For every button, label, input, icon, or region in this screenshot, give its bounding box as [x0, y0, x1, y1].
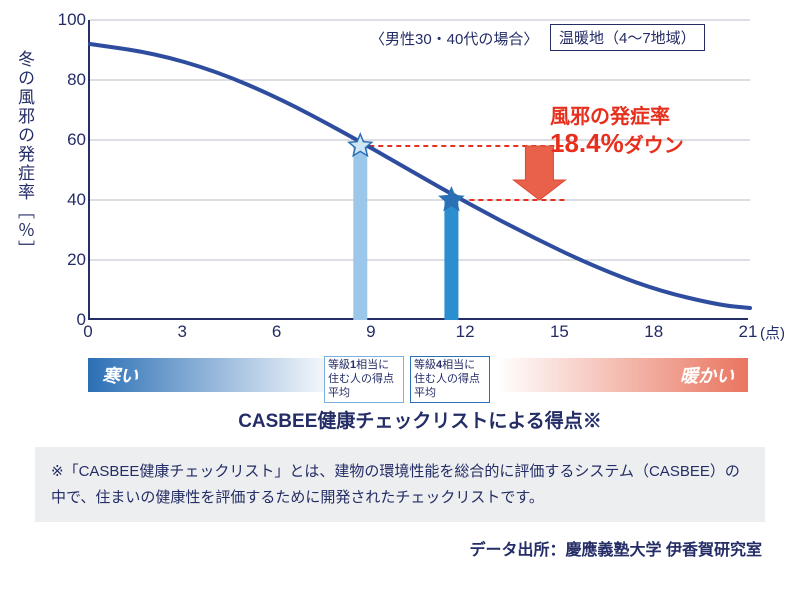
x-axis-unit: (点) — [760, 322, 785, 343]
x-axis-ticks: 036912151821(点) — [88, 322, 748, 346]
x-tick-label: 12 — [456, 322, 475, 342]
grade-box-1: 等級1相当に 住む人の得点平均 — [324, 356, 404, 403]
chart-container: 冬の風邪の発症率［％］ 020406080100 〈男性30・40代の場合〉 温… — [20, 20, 780, 433]
y-axis-ticks: 020406080100 — [50, 20, 86, 320]
x-tick-label: 0 — [83, 322, 92, 342]
y-tick-label: 100 — [50, 10, 86, 30]
callout-percent: 18.4% — [550, 128, 624, 158]
y-tick-label: 60 — [50, 130, 86, 150]
y-tick-label: 20 — [50, 250, 86, 270]
plot-area: 〈男性30・40代の場合〉 温暖地（4〜7地域） 風邪の発症率 18.4%ダウン — [88, 20, 748, 320]
y-tick-label: 0 — [50, 310, 86, 330]
callout-line1: 風邪の発症率 — [550, 106, 670, 128]
region-label: 温暖地（4〜7地域） — [550, 24, 705, 51]
x-tick-label: 21 — [739, 322, 758, 342]
x-tick-label: 6 — [272, 322, 281, 342]
x-tick-label: 15 — [550, 322, 569, 342]
grade-box-4: 等級4相当に 住む人の得点平均 — [410, 356, 490, 403]
footnote-box: ※「CASBEE健康チェックリスト」とは、建物の環境性能を総合的に評価するシステ… — [35, 447, 765, 522]
cold-label: 寒い — [102, 362, 138, 388]
data-source: データ出所：慶應義塾大学 伊香賀研究室 — [20, 536, 762, 560]
temperature-gradient-bar: 寒い 暖かい 等級1相当に 住む人の得点平均 等級4相当に 住む人の得点平均 — [88, 358, 748, 392]
y-tick-label: 40 — [50, 190, 86, 210]
callout-rest: ダウン — [624, 135, 684, 157]
x-tick-label: 18 — [644, 322, 663, 342]
plot-svg — [90, 20, 750, 320]
x-tick-label: 3 — [178, 322, 187, 342]
y-axis-label: 冬の風邪の発症率［％］ — [12, 50, 37, 259]
y-tick-label: 80 — [50, 70, 86, 90]
x-tick-label: 9 — [366, 322, 375, 342]
warm-label: 暖かい — [680, 362, 734, 388]
callout-text: 風邪の発症率 18.4%ダウン — [550, 106, 684, 159]
demographic-label: 〈男性30・40代の場合〉 — [370, 28, 538, 49]
x-axis-title: CASBEE健康チェックリストによる得点※ — [60, 406, 780, 433]
